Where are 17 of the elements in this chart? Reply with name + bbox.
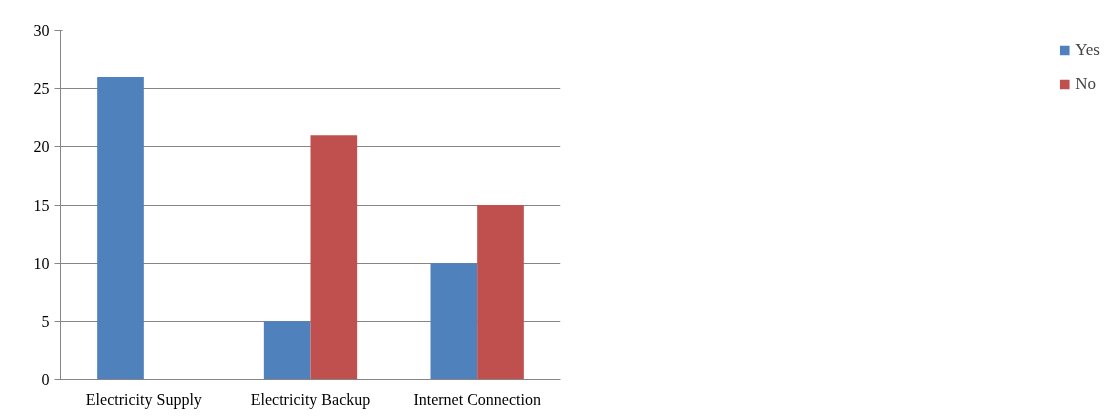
bar	[430, 263, 478, 380]
y-tick-label: 10	[33, 254, 50, 272]
x-tick-label: Internet Connection	[413, 390, 541, 408]
y-tick-label: 0	[41, 371, 50, 388]
bar	[263, 321, 311, 380]
x-tick-label: Electricity Supply	[85, 390, 202, 409]
bar	[477, 205, 524, 380]
y-tick-label: 5	[41, 312, 50, 330]
y-tick-label: 25	[33, 80, 50, 98]
y-tick-label: 30	[33, 22, 50, 39]
y-tick-label: 15	[33, 196, 50, 214]
legend-label: Yes	[1075, 40, 1100, 60]
bar	[310, 135, 358, 380]
y-tick-label: 20	[33, 138, 50, 156]
legend-label: No	[1075, 74, 1097, 94]
x-tick-label: Electricity Backup	[250, 390, 371, 409]
bar	[97, 77, 144, 380]
